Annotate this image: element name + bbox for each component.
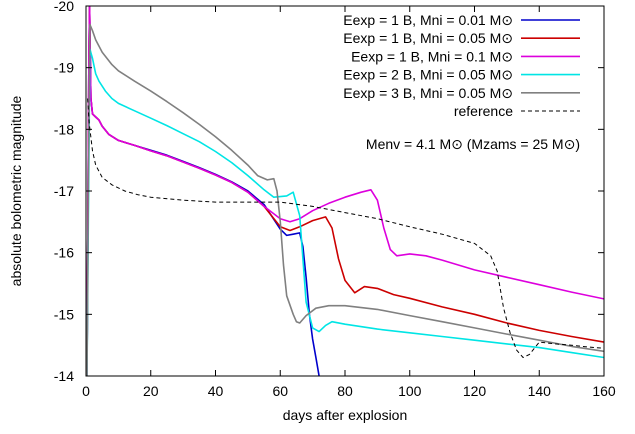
x-axis-label: days after explosion [283, 407, 408, 423]
plot-frame [85, 5, 605, 377]
chart-legend: Eexp = 1 B, Mni = 0.01 M⊙ Eexp = 1 B, Mni… [343, 12, 580, 119]
chart-series-lines [86, 6, 604, 376]
legend-entry-label: Eexp = 3 B, Mni = 0.05 M⊙ [343, 85, 513, 101]
y-tick-label: -16 [54, 245, 74, 261]
x-tick-label: 20 [143, 383, 159, 399]
series-line-2 [86, 6, 604, 376]
legend-entry-label: Eexp = 2 B, Mni = 0.05 M⊙ [343, 67, 513, 83]
x-tick-label: 120 [463, 383, 487, 399]
x-tick-label: 80 [337, 383, 353, 399]
series-line-0 [86, 6, 320, 376]
legend-entry-label: Eexp = 1 B, Mni = 0.01 M⊙ [343, 12, 513, 28]
chart-ticks: 0 20 40 60 80 100 120 140 160 -20 -19 -18 -17 -16 -15 -… [54, 0, 616, 399]
x-tick-label: 60 [272, 383, 288, 399]
x-tick-label: 40 [208, 383, 224, 399]
y-tick-label: -14 [54, 368, 74, 384]
x-tick-label: 100 [398, 383, 422, 399]
chart-annotation: Menv = 4.1 M⊙ (Mzams = 25 M⊙) [366, 136, 580, 152]
x-tick-label: 160 [592, 383, 616, 399]
x-tick-label: 0 [82, 383, 90, 399]
y-tick-label: -19 [54, 60, 74, 76]
series-line-5 [87, 98, 604, 358]
legend-entry-label: reference [454, 103, 513, 119]
series-line-4 [86, 23, 604, 376]
series-line-3 [86, 48, 604, 376]
y-tick-label: -18 [54, 121, 74, 137]
series-line-1 [86, 6, 604, 376]
y-axis-label: absolute bolometric magnitude [8, 95, 24, 286]
x-tick-label: 140 [528, 383, 552, 399]
legend-entry-label: Eexp = 1 B, Mni = 0.1 M⊙ [351, 48, 513, 64]
y-tick-label: -20 [54, 0, 74, 14]
legend-entry-label: Eexp = 1 B, Mni = 0.05 M⊙ [343, 30, 513, 46]
y-tick-label: -15 [54, 306, 74, 322]
y-tick-label: -17 [54, 183, 74, 199]
